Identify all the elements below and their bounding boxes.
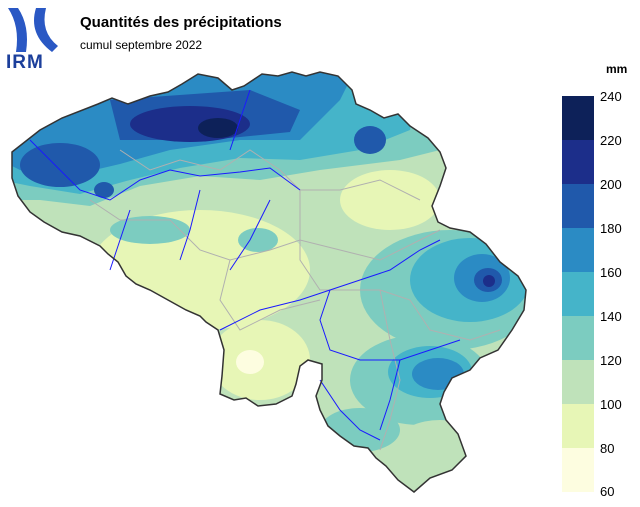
zone-100-120-south <box>400 420 480 460</box>
zone-220-240-north <box>198 118 238 138</box>
legend-label-140: 140 <box>600 309 622 324</box>
legend-swatch-220 <box>562 140 594 184</box>
legend-label-240: 240 <box>600 89 622 104</box>
zone-60-80 <box>236 350 264 374</box>
zone-80-100-east <box>340 170 440 230</box>
legend-swatch-160 <box>562 272 594 316</box>
logo-text: IRM <box>6 52 44 73</box>
legend-unit: mm <box>606 62 628 76</box>
map-subtitle: cumul septembre 2022 <box>80 38 203 52</box>
legend-label-120: 120 <box>600 353 622 368</box>
province-borders <box>89 149 501 451</box>
zone-180-200-west-small <box>94 182 114 198</box>
legend-swatch-120 <box>562 360 594 404</box>
zone-120-140-brussels <box>238 228 278 252</box>
legend-swatch-140 <box>562 316 594 360</box>
legend-label-160: 160 <box>600 265 622 280</box>
zone-160-180-southeast <box>412 358 464 390</box>
legend-label-180: 180 <box>600 221 622 236</box>
irm-logo <box>8 8 58 52</box>
legend-label-60: 60 <box>600 484 615 499</box>
legend-swatch-240 <box>562 96 594 140</box>
legend-label-200: 200 <box>600 177 622 192</box>
legend-swatch-200 <box>562 184 594 228</box>
legend <box>562 96 594 492</box>
legend-label-80: 80 <box>600 441 615 456</box>
legend-swatch-80 <box>562 448 594 492</box>
legend-swatch-100 <box>562 404 594 448</box>
zone-180-200-west <box>20 143 100 187</box>
legend-swatch-180 <box>562 228 594 272</box>
zone-200-220-east <box>483 275 495 287</box>
precipitation-field <box>12 72 526 492</box>
zone-120-140-hainaut <box>110 216 190 244</box>
rivers <box>29 89 461 441</box>
legend-label-220: 220 <box>600 133 622 148</box>
zone-180-200-antwerp <box>354 126 386 154</box>
legend-label-100: 100 <box>600 397 622 412</box>
map-title: Quantités des précipitations <box>80 14 282 31</box>
